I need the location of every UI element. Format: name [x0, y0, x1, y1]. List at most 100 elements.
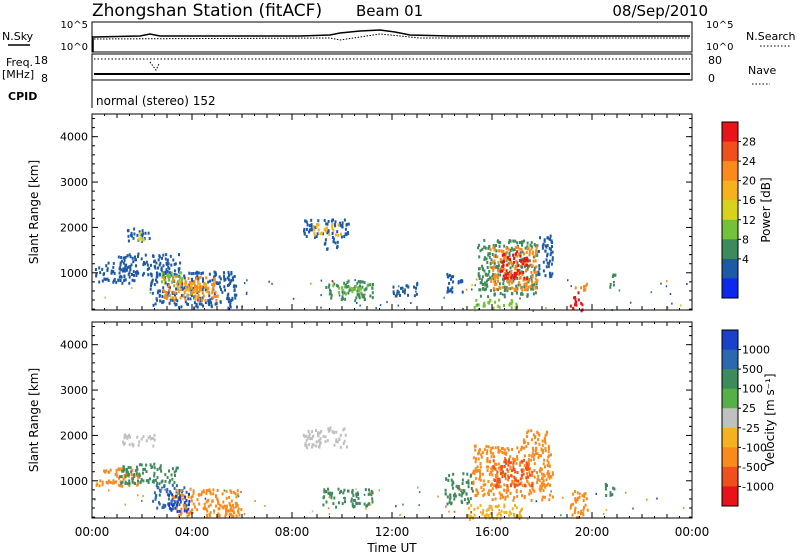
velocity-cell: [164, 473, 167, 477]
velocity-cell: [611, 493, 614, 497]
power-cell: [160, 266, 163, 270]
power-cell: [177, 285, 180, 289]
power-cell: [142, 263, 145, 267]
power-cell: [229, 301, 232, 305]
power-cell: [513, 287, 516, 291]
power-cell: [337, 223, 340, 227]
power-cell: [156, 280, 159, 284]
power-cell: [119, 279, 122, 282]
power-cell: [495, 265, 498, 269]
velocity-cell: [351, 502, 354, 506]
power-ytick-label: 4000: [60, 131, 88, 144]
power-cell: [180, 271, 183, 275]
velocity-cell: [328, 492, 331, 495]
power-noise-cell: [465, 288, 468, 291]
power-cell: [516, 254, 519, 258]
velocity-cell: [221, 492, 224, 496]
power-cell: [494, 300, 497, 304]
velocity-cell: [525, 461, 528, 465]
power-cell: [169, 286, 171, 290]
velocity-colorbar-swatch: [722, 388, 738, 409]
velocity-ylabel: Slant Range [km]: [27, 368, 41, 472]
power-cell: [526, 293, 529, 297]
power-cell: [232, 285, 235, 288]
power-noise-cell: [149, 291, 152, 294]
power-cell: [194, 294, 197, 298]
velocity-cell: [498, 480, 501, 484]
power-cell: [197, 271, 200, 275]
velocity-cell: [155, 494, 158, 497]
power-cell: [525, 288, 528, 292]
velocity-cell: [185, 499, 188, 503]
velocity-cell: [187, 507, 190, 511]
velocity-cell: [170, 499, 173, 503]
power-cell: [575, 303, 578, 307]
velocity-cell: [187, 495, 190, 499]
power-cell: [515, 302, 518, 306]
power-cell: [515, 284, 518, 288]
power-cell: [358, 289, 360, 293]
velocity-cell: [492, 478, 495, 482]
power-cell: [227, 292, 230, 296]
power-cell: [171, 298, 174, 302]
velocity-cell: [305, 439, 308, 443]
velocity-cell: [527, 462, 530, 466]
power-cell: [487, 272, 490, 276]
velocity-cell: [516, 455, 518, 459]
power-cell: [198, 298, 201, 301]
power-cell: [320, 231, 323, 235]
power-cell: [515, 288, 518, 292]
velocity-cell: [515, 506, 518, 510]
power-cell: [526, 241, 529, 245]
power-noise-cell: [519, 297, 521, 300]
velocity-cell: [352, 494, 355, 497]
power-cell: [506, 289, 509, 293]
power-patch: [177, 280, 209, 294]
power-cell: [492, 272, 495, 276]
power-cell: [208, 294, 211, 298]
power-cell: [551, 250, 554, 254]
velocity-cell: [506, 468, 509, 472]
power-cell: [516, 276, 519, 280]
velocity-noise-cell: [470, 511, 473, 513]
power-cell: [548, 259, 551, 263]
power-cell: [183, 291, 186, 294]
velocity-cell: [536, 471, 538, 475]
velocity-noise-cell: [602, 512, 605, 515]
velocity-cell: [510, 512, 513, 516]
power-cell: [193, 306, 196, 310]
power-cell: [532, 292, 535, 296]
velocity-cell: [527, 475, 530, 479]
power-cell: [209, 298, 212, 302]
power-cell: [486, 261, 489, 264]
power-cell: [505, 269, 508, 273]
velocity-cell: [175, 494, 177, 498]
power-cell: [493, 261, 496, 265]
power-cell: [533, 283, 536, 286]
power-cell: [183, 286, 186, 290]
power-cell: [174, 291, 177, 295]
power-cell: [138, 237, 140, 241]
power-noise-cell: [679, 304, 682, 307]
power-patch: [609, 273, 617, 289]
velocity-cell: [124, 433, 127, 437]
power-noise-cell: [398, 285, 400, 288]
power-cell: [326, 226, 328, 230]
power-cell: [203, 284, 206, 288]
velocity-cell: [342, 442, 345, 445]
velocity-cell: [513, 475, 516, 479]
velocity-cell: [532, 488, 535, 492]
velocity-cell: [444, 492, 447, 496]
power-cell: [196, 274, 199, 278]
power-cell: [207, 286, 210, 290]
power-cell: [534, 281, 537, 285]
velocity-cell: [123, 436, 126, 440]
power-cell: [547, 262, 550, 265]
velocity-cell: [547, 461, 550, 465]
power-patch: [303, 218, 350, 239]
velocity-cell: [344, 433, 347, 437]
velocity-cell: [478, 469, 481, 473]
power-cell: [215, 299, 218, 302]
power-cell: [517, 252, 520, 256]
power-cell: [143, 261, 145, 264]
